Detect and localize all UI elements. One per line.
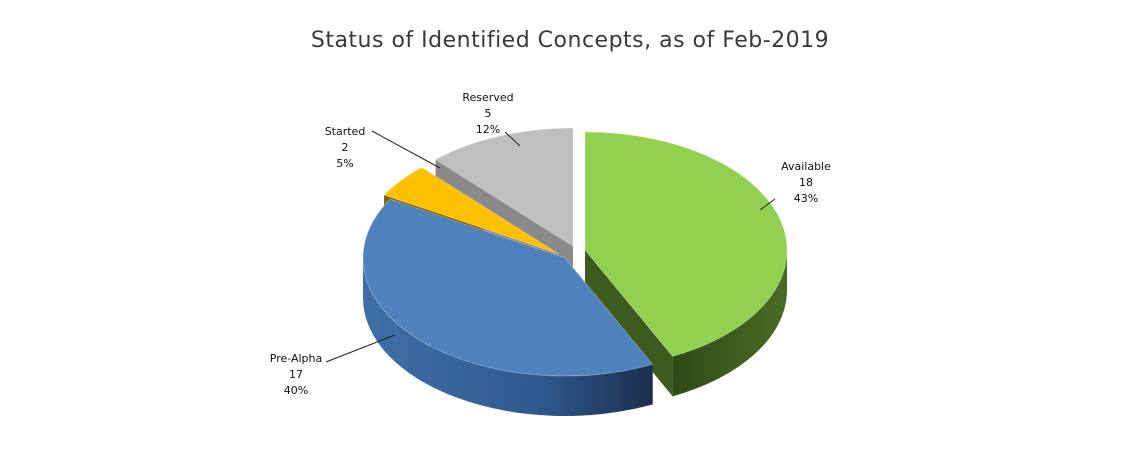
pie-slice-pre-alpha — [362, 198, 654, 377]
pie-slice-started — [383, 166, 560, 255]
pie-slice-reserved — [434, 127, 574, 247]
leader-line — [759, 198, 776, 211]
leader-line — [371, 130, 441, 169]
data-label: Pre-Alpha 17 40% — [270, 352, 323, 397]
pie-slice-wall — [585, 250, 673, 397]
leader-line — [504, 131, 521, 147]
data-label: Started 2 5% — [325, 125, 366, 170]
pie-slice-available — [584, 131, 788, 357]
pie-slice-side — [672, 250, 787, 397]
data-label: Reserved 5 12% — [462, 91, 513, 136]
data-label: Available 18 43% — [781, 160, 831, 205]
chart-title: Status of Identified Concepts, as of Feb… — [310, 28, 830, 53]
pie-slice-side — [363, 258, 653, 416]
leader-line — [325, 334, 396, 363]
